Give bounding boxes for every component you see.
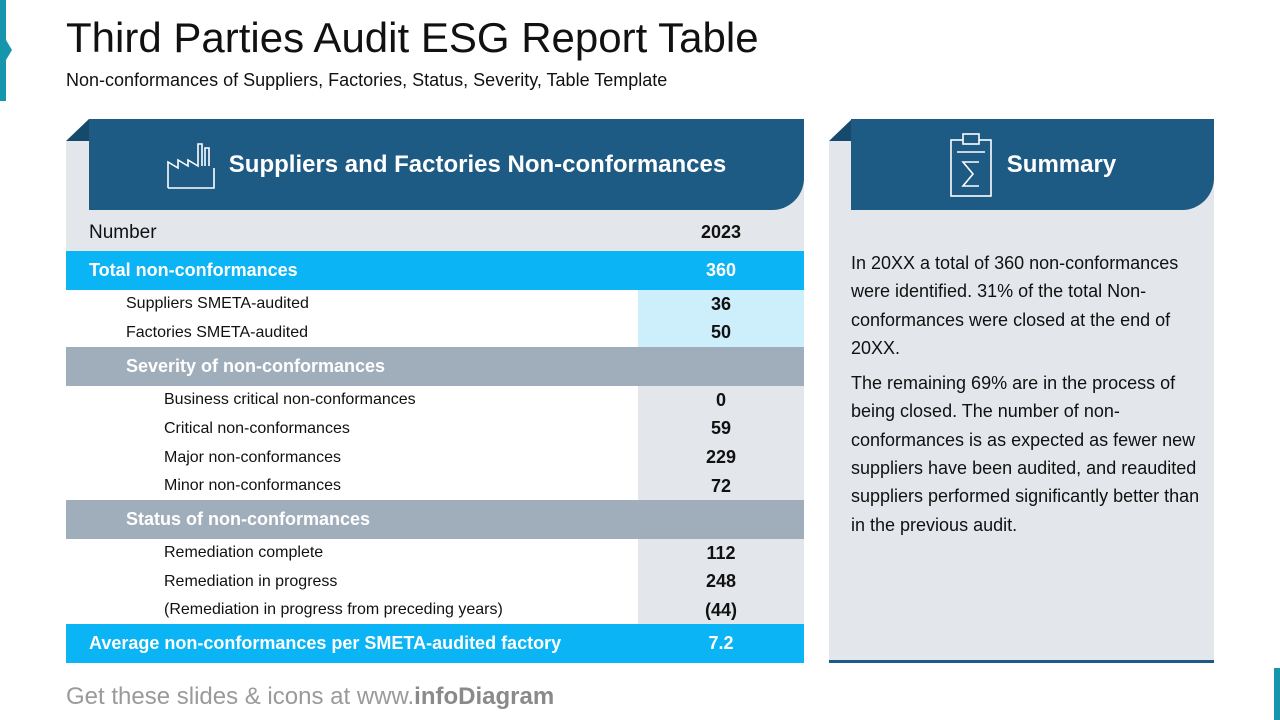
row-label: Minor non-conformances <box>66 472 638 500</box>
table-row: Remediation complete 112 <box>66 539 804 567</box>
table-row: Remediation in progress 248 <box>66 567 804 596</box>
table-row: Average non-conformances per SMETA-audit… <box>66 624 804 663</box>
table-row: Major non-conformances 229 <box>66 443 804 472</box>
row-label: Major non-conformances <box>66 443 638 472</box>
page-subtitle: Non-conformances of Suppliers, Factories… <box>66 70 668 90</box>
slide-accent <box>0 0 12 101</box>
table-row: Minor non-conformances 72 <box>66 472 804 500</box>
summary-paragraph: The remaining 69% are in the process of … <box>851 373 1200 535</box>
summary-header: Summary <box>851 119 1214 210</box>
row-label: Remediation in progress <box>66 567 638 596</box>
table-row: Total non-conformances 360 <box>66 251 804 290</box>
row-label: Business critical non-conformances <box>66 386 638 414</box>
row-label: Status of non-conformances <box>126 509 371 529</box>
row-value: 59 <box>710 418 732 438</box>
row-value: 72 <box>710 475 732 496</box>
row-label: Critical non-conformances <box>66 414 638 443</box>
row-label: Suppliers SMETA-audited <box>66 290 638 318</box>
row-label: Average non-conformances per SMETA-audit… <box>89 633 562 653</box>
column-label: Number <box>89 221 157 243</box>
corner-notch <box>66 119 89 141</box>
row-label: Factories SMETA-audited <box>66 318 638 347</box>
table-row: Suppliers SMETA-audited 36 <box>66 290 804 318</box>
row-value: 229 <box>705 447 737 467</box>
table-row: (Remediation in progress from preceding … <box>66 596 804 624</box>
row-value: 7.2 <box>708 633 734 653</box>
summary-paragraph: In 20XX a total of 360 non-conformances … <box>851 253 1179 358</box>
table-header: Suppliers and Factories Non-conformances <box>89 119 804 210</box>
summary-text: In 20XX a total of 360 non-conformances … <box>851 249 1201 546</box>
row-value: 248 <box>705 571 737 591</box>
row-label: Total non-conformances <box>89 260 298 280</box>
corner-notch <box>829 119 852 141</box>
corner-accent <box>1274 668 1280 720</box>
row-value: 112 <box>706 542 736 563</box>
page-title: Third Parties Audit ESG Report Table <box>66 14 759 61</box>
section-row: Severity of non-conformances <box>66 347 804 386</box>
row-value: 360 <box>705 260 737 280</box>
row-value: 36 <box>638 290 804 318</box>
table-title: Suppliers and Factories Non-conformances <box>228 150 727 178</box>
footer-text: Get these slides & icons at www. <box>66 683 415 710</box>
clipboard-sigma-icon <box>949 132 992 197</box>
row-value: 0 <box>715 389 726 410</box>
row-label: Remediation complete <box>66 539 638 567</box>
table-row: Business critical non-conformances 0 <box>66 386 804 414</box>
table-row: Factories SMETA-audited 50 <box>66 318 804 347</box>
row-value <box>638 347 804 386</box>
row-value <box>638 500 804 539</box>
summary-panel: Summary In 20XX a total of 360 non-confo… <box>829 119 1214 663</box>
footer[interactable]: Get these slides & icons at www.infoDiag… <box>66 683 554 711</box>
row-label: (Remediation in progress from preceding … <box>66 596 638 624</box>
factory-icon <box>166 142 215 189</box>
table-row: Critical non-conformances 59 <box>66 414 804 443</box>
footer-brand: infoDiagram <box>414 683 555 710</box>
summary-title: Summary <box>1006 150 1117 178</box>
column-header-row: Number 2023 <box>66 214 804 251</box>
row-value: 50 <box>638 318 804 347</box>
section-row: Status of non-conformances <box>66 500 804 539</box>
nonconformance-table: Suppliers and Factories Non-conformances… <box>66 119 804 663</box>
row-label: Severity of non-conformances <box>126 356 386 376</box>
row-value: (44) <box>704 599 737 620</box>
column-year: 2023 <box>700 222 742 242</box>
